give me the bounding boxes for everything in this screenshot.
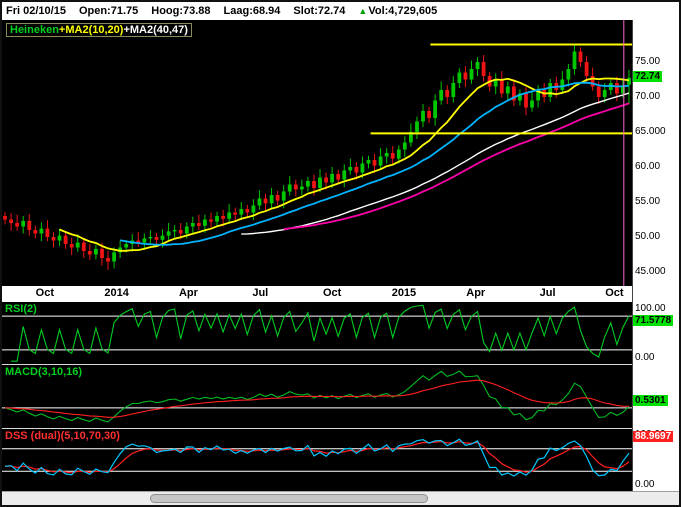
dss-axis-min: 0.00 bbox=[635, 479, 655, 490]
legend-part: +MA2(10,20) bbox=[58, 24, 124, 36]
date-label: Fri 02/10/15 bbox=[6, 5, 66, 17]
quote-status-bar: Fri 02/10/15 Open: 71.75 Hoog: 73.88 Laag:… bbox=[2, 2, 679, 20]
high-label: Hoog: bbox=[151, 5, 184, 17]
x-axis-label: 2014 bbox=[104, 287, 129, 299]
x-axis-label: Jul bbox=[539, 287, 556, 299]
dss-axis: 100.00 88.9697 0.00 bbox=[632, 428, 679, 491]
dss-value-badge: 88.9697 bbox=[633, 431, 674, 443]
close-label: Slot: bbox=[293, 5, 318, 17]
legend-part: Heineken bbox=[10, 24, 59, 36]
time-axis: Oct 2014 Apr Jul Oct 2015 Apr Jul Oct bbox=[2, 286, 632, 302]
main-price-chart[interactable]: Heineken+MA2(10,20)+MA2(40,47) bbox=[2, 20, 632, 286]
close-value: 72.74 bbox=[317, 5, 346, 17]
macd-panel[interactable]: MACD(3,10,16) bbox=[2, 364, 632, 428]
open-label: Open: bbox=[78, 5, 111, 17]
macd-canvas[interactable] bbox=[2, 365, 632, 428]
macd-value-badge: 0.5301 bbox=[633, 394, 668, 406]
legend-part: +MA2(40,47) bbox=[123, 24, 188, 36]
x-axis-label: Apr bbox=[178, 287, 198, 299]
candlestick-canvas[interactable] bbox=[2, 20, 632, 286]
dss-label: DSS (dual)(5,10,70,30) bbox=[5, 430, 120, 442]
volume-field: ▲ Vol: 4,729,605 bbox=[358, 5, 437, 17]
horizontal-scrollbar[interactable] bbox=[2, 491, 679, 505]
rsi-label: RSI(2) bbox=[5, 303, 37, 315]
open-field: Open: 71.75 bbox=[79, 5, 138, 17]
dss-panel[interactable]: DSS (dual)(5,10,70,30) bbox=[2, 428, 632, 491]
scrollbar-thumb[interactable] bbox=[150, 494, 428, 503]
low-label: Laag: bbox=[223, 5, 253, 17]
x-axis-label: Oct bbox=[35, 287, 54, 299]
dss-canvas[interactable] bbox=[2, 429, 632, 491]
price-tick: 75.00 bbox=[635, 56, 661, 67]
price-tick: 65.000 bbox=[635, 126, 666, 137]
price-tick: 50.00 bbox=[635, 231, 661, 242]
main-chart-legend: Heineken+MA2(10,20)+MA2(40,47) bbox=[6, 23, 192, 37]
high-field: Hoog: 73.88 bbox=[151, 5, 210, 17]
volume-value: 4,729,605 bbox=[388, 5, 438, 17]
x-axis-label: Oct bbox=[605, 287, 624, 299]
price-tick: 60.00 bbox=[635, 161, 661, 172]
price-tick: 45.000 bbox=[635, 266, 666, 277]
price-axis: 72.74 75.00 70.00 65.000 60.00 55.00 50.00 45.… bbox=[632, 20, 679, 286]
macd-axis: 0.5301 bbox=[632, 364, 679, 428]
close-field: Slot: 72.74 bbox=[293, 5, 345, 17]
low-field: Laag: 68.94 bbox=[224, 5, 281, 17]
low-value: 68.94 bbox=[252, 5, 281, 17]
last-price-badge: 72.74 bbox=[633, 70, 663, 82]
x-axis-label: Apr bbox=[466, 287, 486, 299]
rsi-axis: 100.00 71.5778 0.00 bbox=[632, 302, 679, 364]
rsi-axis-min: 0.00 bbox=[635, 352, 655, 363]
volume-label: Vol: bbox=[368, 5, 389, 17]
up-triangle-icon: ▲ bbox=[358, 6, 368, 16]
open-value: 71.75 bbox=[110, 5, 139, 17]
axis-corner bbox=[632, 286, 679, 302]
rsi-canvas[interactable] bbox=[2, 302, 632, 364]
rsi-value-badge: 71.5778 bbox=[633, 314, 674, 326]
price-tick: 70.00 bbox=[635, 91, 661, 102]
x-axis-label: 2015 bbox=[391, 287, 417, 299]
rsi-axis-max: 100.00 bbox=[635, 303, 666, 314]
x-axis-label: Oct bbox=[322, 287, 342, 299]
price-tick: 55.00 bbox=[635, 196, 661, 207]
rsi-panel[interactable]: RSI(2) bbox=[2, 302, 632, 364]
macd-label: MACD(3,10,16) bbox=[5, 366, 83, 378]
x-axis-label: Jul bbox=[252, 287, 269, 299]
high-value: 73.88 bbox=[183, 5, 211, 17]
